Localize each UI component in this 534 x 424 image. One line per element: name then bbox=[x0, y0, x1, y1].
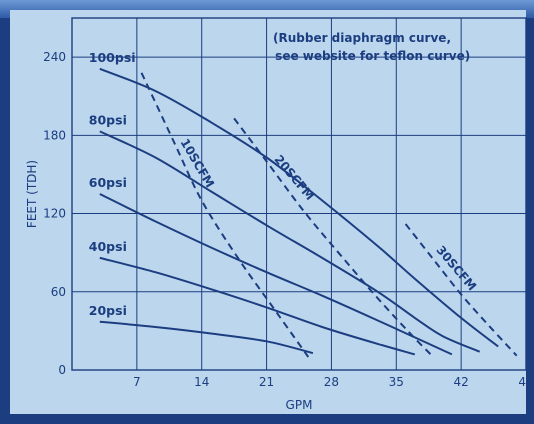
y-tick-label: 60 bbox=[51, 285, 66, 299]
chart-note-line-1: (Rubber diaphragm curve, bbox=[273, 31, 451, 45]
curve-label-80psi: 80psi bbox=[89, 112, 127, 127]
y-tick-label: 0 bbox=[58, 363, 66, 377]
curve-label-40psi: 40psi bbox=[89, 239, 127, 254]
y-tick-label: 120 bbox=[43, 207, 66, 221]
plot-frame bbox=[71, 17, 527, 371]
x-tick-labels: 7 14 21 28 35 42 49 bbox=[133, 375, 534, 389]
x-tick-label: 7 bbox=[133, 375, 141, 389]
curve-10scfm bbox=[140, 72, 310, 358]
x-tick-label: 35 bbox=[389, 375, 404, 389]
x-tick-label: 49 bbox=[518, 375, 533, 389]
air-consumption-curves bbox=[140, 72, 518, 358]
x-tick-label: 42 bbox=[454, 375, 469, 389]
x-tick-label: 28 bbox=[324, 375, 339, 389]
curve-100psi bbox=[99, 67, 499, 348]
pressure-curve-labels: 100psi 80psi 60psi 40psi 20psi bbox=[89, 50, 136, 318]
chart-note-line-2: see website for teflon curve) bbox=[271, 49, 470, 63]
curve-40psi bbox=[99, 256, 416, 356]
curve-label-30scfm: 30SCFM bbox=[433, 243, 479, 294]
y-tick-labels: 0 60 120 180 240 bbox=[43, 50, 66, 377]
curve-80psi bbox=[99, 130, 481, 353]
x-tick-label: 14 bbox=[194, 375, 209, 389]
y-tick-label: 180 bbox=[43, 128, 66, 142]
x-axis-title: GPM bbox=[286, 398, 313, 412]
y-tick-label: 240 bbox=[43, 50, 66, 64]
curve-60psi bbox=[99, 193, 453, 356]
curve-20psi bbox=[99, 320, 314, 355]
y-axis-title: FEET (TDH) bbox=[25, 160, 39, 228]
curve-label-60psi: 60psi bbox=[89, 175, 127, 190]
chart-panel bbox=[10, 10, 526, 414]
curve-20scfm bbox=[233, 117, 435, 358]
curve-30scfm bbox=[404, 223, 518, 357]
curve-label-20psi: 20psi bbox=[89, 303, 127, 318]
x-tick-label: 21 bbox=[259, 375, 274, 389]
curve-label-100psi: 100psi bbox=[89, 50, 136, 65]
